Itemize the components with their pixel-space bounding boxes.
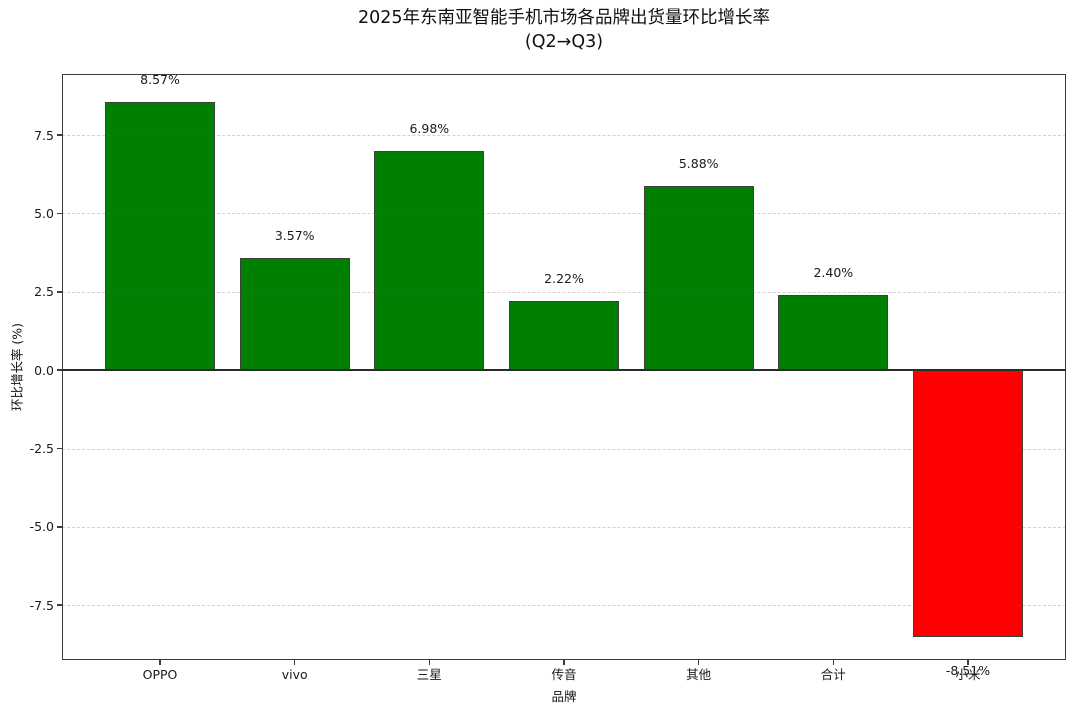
bar-vivo [239,258,350,371]
ytick-mark-0.0 [57,369,62,371]
bar-其他 [643,185,754,371]
xtick-mark-vivo [293,660,296,665]
value-label-OPPO: 8.57% [140,71,180,87]
ytick-mark--2.5 [57,447,62,450]
value-label-小米: -8.51% [945,662,991,678]
gridline-y-7.5 [62,135,1066,137]
chart-subtitle: (Q2→Q3) [524,32,604,52]
xtick-label-合计: 合计 [820,667,846,682]
ytick-label-5.0: 5.0 [34,205,54,221]
ytick-label-2.5: 2.5 [34,284,54,300]
ytick-label--5.0: -5.0 [29,519,54,535]
bar-OPPO [105,101,215,371]
x-axis-label: 品牌 [551,689,577,704]
xtick-mark-合计 [832,660,835,665]
ytick-mark--5.0 [57,526,62,528]
xtick-label-vivo: vivo [281,667,308,682]
bar-合计 [778,294,889,371]
xtick-mark-OPPO [159,660,161,665]
value-label-其他: 5.88% [678,155,719,171]
value-label-传音: 2.22% [544,270,584,286]
gridline-y--5.0 [62,526,1066,528]
ytick-label--2.5: -2.5 [29,441,54,456]
ytick-mark--7.5 [57,604,62,606]
xtick-mark-三星 [428,660,431,665]
value-label-三星: 6.98% [409,121,450,137]
xtick-mark-其他 [697,660,700,665]
ytick-label-0.0: 0.0 [34,362,54,378]
bar-传音 [509,300,619,371]
xtick-label-小米: 小米 [955,667,981,682]
value-label-合计: 2.40% [813,264,854,280]
gridline-y--7.5 [62,605,1066,607]
xtick-mark-传音 [563,660,565,665]
gridline-y-5.0 [62,213,1066,215]
ytick-label-7.5: 7.5 [34,127,54,143]
ytick-label--7.5: -7.5 [29,597,54,613]
xtick-label-三星: 三星 [416,667,442,682]
xtick-mark-小米 [967,660,969,665]
ytick-mark-2.5 [57,291,62,293]
ytick-mark-7.5 [57,134,62,136]
xtick-label-传音: 传音 [551,667,577,682]
bar-三星 [374,151,485,371]
xtick-label-其他: 其他 [686,667,712,682]
xtick-label-OPPO: OPPO [142,667,178,682]
value-label-vivo: 3.57% [274,228,315,244]
gridline-y-2.5 [62,291,1066,293]
bar-小米 [913,370,1023,637]
chart-title: 2025年东南亚智能手机市场各品牌出货量环比增长率 [357,8,771,28]
chart-title-block: 2025年东南亚智能手机市场各品牌出货量环比增长率 (Q2→Q3) [62,6,1066,54]
gridline-y--2.5 [62,448,1066,450]
zero-axis-line [62,369,1066,372]
ytick-mark-5.0 [57,212,62,215]
